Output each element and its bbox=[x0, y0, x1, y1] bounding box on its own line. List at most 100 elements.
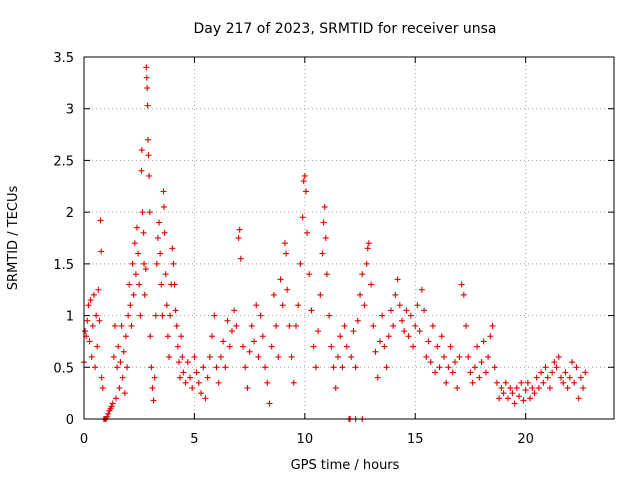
data-point bbox=[542, 364, 549, 371]
data-point bbox=[98, 374, 105, 381]
data-point bbox=[235, 235, 242, 241]
data-point bbox=[394, 276, 401, 283]
data-point bbox=[268, 343, 275, 350]
data-point bbox=[182, 379, 189, 386]
data-point bbox=[233, 322, 240, 329]
data-point bbox=[401, 328, 408, 335]
data-point bbox=[410, 343, 417, 350]
data-point bbox=[524, 379, 531, 386]
data-point bbox=[150, 397, 157, 404]
data-point bbox=[535, 384, 542, 391]
data-point bbox=[222, 364, 229, 371]
data-point bbox=[363, 260, 370, 267]
data-point bbox=[332, 384, 339, 391]
data-point bbox=[173, 322, 180, 329]
data-point bbox=[485, 353, 492, 360]
y-tick-label: 2.5 bbox=[53, 154, 74, 169]
data-point bbox=[92, 364, 99, 371]
data-point bbox=[500, 390, 507, 397]
data-point bbox=[343, 343, 350, 350]
data-point bbox=[129, 260, 136, 267]
data-point bbox=[564, 384, 571, 391]
data-point bbox=[164, 333, 171, 340]
data-point bbox=[146, 209, 153, 216]
data-point bbox=[418, 286, 425, 293]
data-point bbox=[449, 369, 456, 376]
data-point bbox=[145, 136, 152, 143]
data-point bbox=[300, 178, 307, 185]
data-point bbox=[85, 302, 92, 309]
data-point bbox=[236, 226, 243, 233]
data-point bbox=[178, 333, 185, 340]
data-point bbox=[288, 353, 295, 360]
data-point bbox=[174, 343, 181, 350]
data-point bbox=[476, 374, 483, 381]
data-point bbox=[113, 395, 120, 402]
data-point bbox=[469, 379, 476, 386]
data-point bbox=[364, 245, 371, 252]
data-point bbox=[496, 395, 503, 402]
data-point bbox=[253, 302, 260, 309]
data-point bbox=[135, 250, 142, 257]
data-point bbox=[217, 353, 224, 360]
data-point bbox=[118, 322, 125, 329]
data-point bbox=[242, 364, 249, 371]
data-point bbox=[573, 364, 580, 371]
data-point bbox=[147, 333, 154, 340]
data-point bbox=[156, 219, 163, 226]
data-point bbox=[549, 369, 556, 376]
data-point bbox=[134, 224, 140, 231]
data-point bbox=[308, 307, 315, 314]
data-point bbox=[90, 291, 97, 298]
data-point bbox=[215, 379, 222, 386]
data-point bbox=[315, 328, 322, 335]
data-point bbox=[264, 379, 271, 386]
y-tick-label: 1 bbox=[66, 310, 74, 325]
data-point bbox=[440, 353, 447, 360]
data-point bbox=[571, 379, 578, 386]
data-point bbox=[505, 395, 511, 402]
data-point bbox=[354, 317, 361, 324]
data-point bbox=[403, 307, 410, 314]
data-point bbox=[370, 322, 377, 329]
data-point bbox=[266, 400, 273, 407]
x-tick-label: 20 bbox=[517, 432, 534, 447]
y-tick-label: 3.5 bbox=[53, 51, 74, 66]
data-point bbox=[326, 312, 333, 319]
data-point bbox=[376, 338, 383, 345]
data-point bbox=[259, 333, 266, 340]
data-point bbox=[443, 379, 450, 386]
data-point bbox=[175, 359, 182, 366]
data-point bbox=[348, 353, 355, 360]
data-point bbox=[414, 302, 421, 309]
data-point bbox=[169, 245, 176, 252]
data-point bbox=[290, 379, 297, 386]
data-point bbox=[509, 390, 516, 397]
data-point bbox=[130, 291, 137, 298]
data-point bbox=[516, 393, 523, 400]
data-point bbox=[489, 322, 496, 329]
data-point bbox=[396, 302, 403, 309]
data-point bbox=[94, 343, 101, 350]
data-point bbox=[99, 384, 106, 391]
data-point bbox=[125, 312, 132, 319]
data-point bbox=[138, 147, 145, 154]
data-point bbox=[177, 374, 184, 381]
x-tick-label: 0 bbox=[80, 432, 88, 447]
data-point bbox=[339, 364, 346, 371]
data-point bbox=[317, 291, 324, 298]
data-point bbox=[478, 359, 485, 366]
data-point bbox=[359, 271, 366, 278]
data-point bbox=[447, 343, 454, 350]
data-point bbox=[98, 248, 105, 255]
data-point bbox=[522, 387, 529, 394]
data-point bbox=[191, 353, 198, 360]
data-point bbox=[154, 235, 161, 241]
data-point bbox=[115, 343, 122, 350]
data-point bbox=[352, 364, 359, 371]
data-point bbox=[170, 260, 177, 267]
data-point bbox=[520, 397, 527, 404]
data-point bbox=[179, 353, 186, 360]
data-point bbox=[87, 297, 94, 304]
data-point bbox=[365, 240, 372, 247]
